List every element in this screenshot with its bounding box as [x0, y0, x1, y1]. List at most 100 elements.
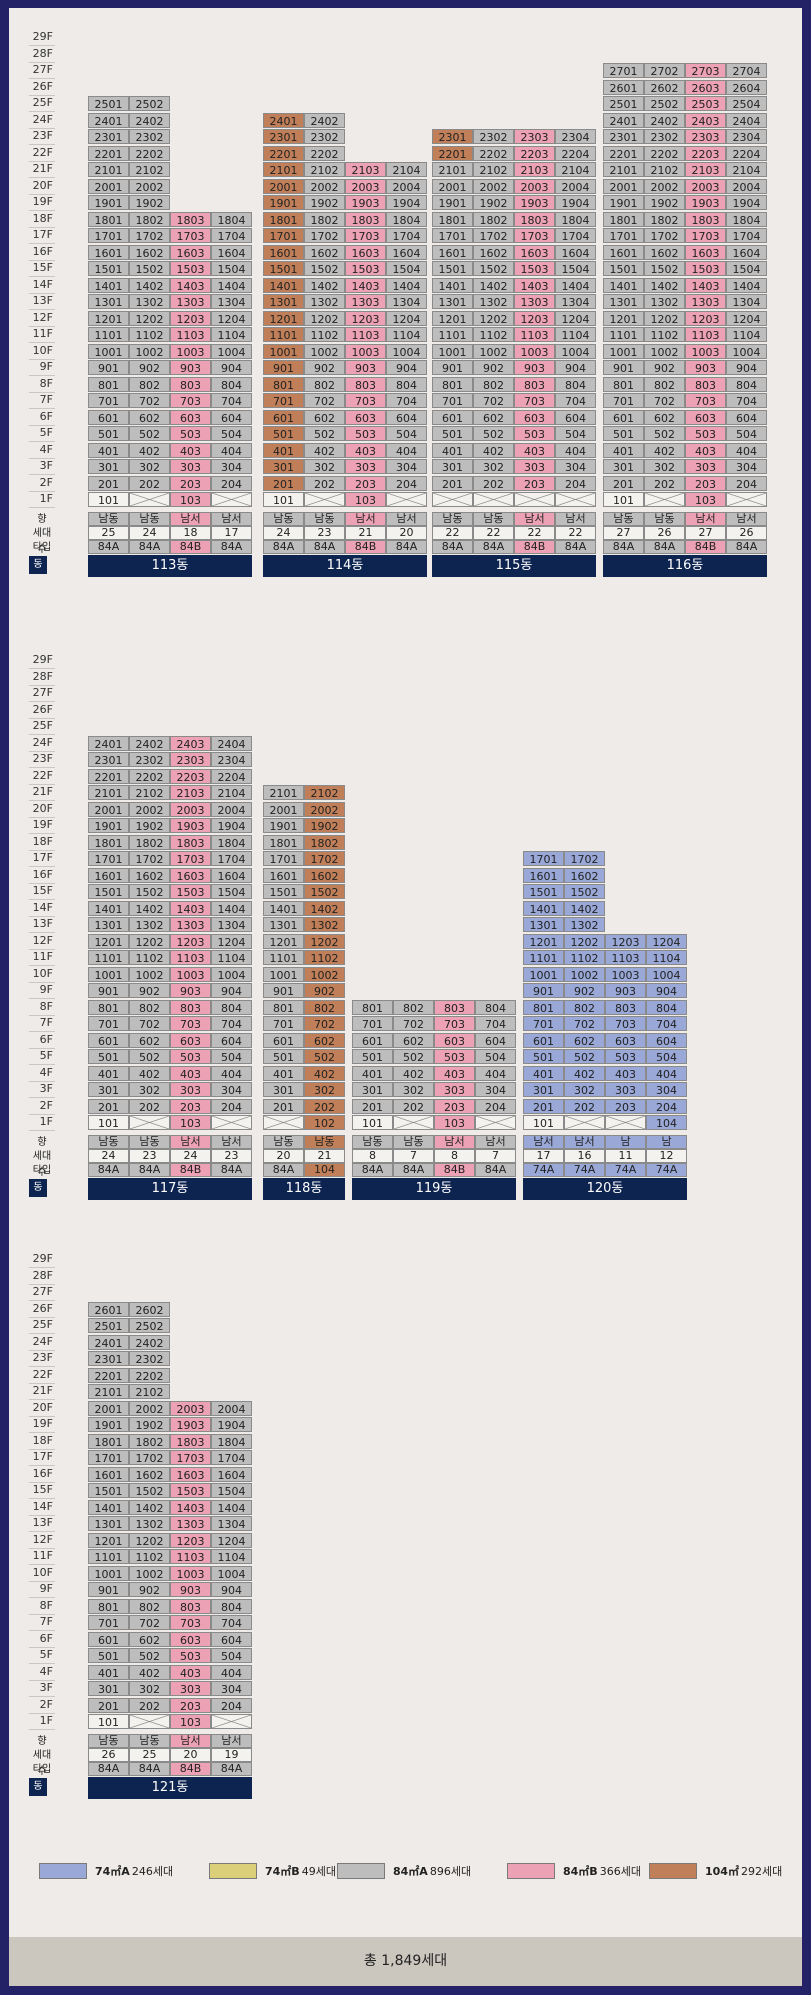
unit-cell[interactable]: 1302: [473, 294, 514, 309]
unit-cell[interactable]: 2303: [685, 129, 726, 144]
unit-cell[interactable]: 902: [564, 983, 605, 998]
unit-cell[interactable]: 2001: [88, 1400, 129, 1416]
unit-cell[interactable]: 604: [555, 409, 596, 425]
unit-cell[interactable]: 404: [211, 442, 252, 458]
unit-cell[interactable]: 1201: [88, 1532, 129, 1548]
unit-cell[interactable]: 2201: [88, 145, 129, 161]
unit-cell[interactable]: 1503: [170, 884, 211, 899]
unit-cell[interactable]: 601: [263, 409, 304, 425]
unit-cell[interactable]: 1603: [170, 244, 211, 260]
unit-cell[interactable]: 103: [170, 492, 211, 507]
unit-cell[interactable]: 703: [514, 393, 555, 408]
unit-cell[interactable]: 102: [304, 1115, 345, 1130]
unit-cell[interactable]: 1003: [170, 966, 211, 982]
unit-cell[interactable]: 401: [603, 442, 644, 458]
unit-cell[interactable]: 1601: [603, 244, 644, 260]
unit-cell[interactable]: 1001: [263, 343, 304, 359]
unit-cell[interactable]: 604: [726, 409, 767, 425]
unit-cell[interactable]: 1903: [685, 195, 726, 210]
unit-cell[interactable]: 204: [475, 1098, 516, 1114]
unit-cell[interactable]: 801: [88, 376, 129, 392]
unit-cell[interactable]: 2202: [129, 768, 170, 784]
unit-cell[interactable]: 1602: [129, 244, 170, 260]
unit-cell[interactable]: 1902: [473, 195, 514, 210]
unit-cell[interactable]: 1703: [345, 228, 386, 243]
unit-cell[interactable]: 702: [473, 393, 514, 408]
unit-cell[interactable]: 903: [170, 1582, 211, 1597]
unit-cell[interactable]: 604: [211, 409, 252, 425]
unit-cell[interactable]: 1804: [211, 211, 252, 227]
unit-cell[interactable]: 1903: [170, 818, 211, 833]
unit-cell[interactable]: 702: [304, 393, 345, 408]
unit-cell[interactable]: 702: [129, 393, 170, 408]
unit-cell[interactable]: 901: [263, 360, 304, 375]
unit-cell[interactable]: 1002: [129, 1565, 170, 1581]
unit-cell[interactable]: 1401: [432, 277, 473, 293]
unit-cell[interactable]: 203: [605, 1098, 646, 1114]
unit-cell[interactable]: 502: [129, 1049, 170, 1064]
unit-cell[interactable]: 904: [211, 1582, 252, 1597]
unit-cell[interactable]: 1603: [514, 244, 555, 260]
unit-cell[interactable]: 1804: [555, 211, 596, 227]
unit-cell[interactable]: 204: [211, 1098, 252, 1114]
unit-cell[interactable]: 2402: [644, 112, 685, 128]
unit-cell[interactable]: 1102: [644, 327, 685, 342]
unit-cell[interactable]: 2404: [726, 112, 767, 128]
unit-cell[interactable]: 1902: [304, 818, 345, 833]
unit-cell[interactable]: 603: [170, 1032, 211, 1048]
unit-cell[interactable]: 1901: [263, 818, 304, 833]
unit-cell[interactable]: 1302: [129, 917, 170, 932]
unit-cell[interactable]: 803: [514, 376, 555, 392]
unit-cell[interactable]: 701: [88, 1615, 129, 1630]
unit-cell[interactable]: 1002: [129, 343, 170, 359]
unit-cell[interactable]: 602: [564, 1032, 605, 1048]
unit-cell[interactable]: 502: [644, 426, 685, 441]
unit-cell[interactable]: 202: [304, 1098, 345, 1114]
unit-cell[interactable]: 1002: [644, 343, 685, 359]
unit-cell[interactable]: 1502: [473, 261, 514, 276]
unit-cell[interactable]: 1102: [304, 327, 345, 342]
unit-cell[interactable]: 1404: [386, 277, 427, 293]
unit-cell[interactable]: 401: [352, 1065, 393, 1081]
unit-cell[interactable]: 804: [646, 999, 687, 1015]
unit-cell[interactable]: 504: [646, 1049, 687, 1064]
unit-cell[interactable]: 301: [263, 1082, 304, 1097]
unit-cell[interactable]: 2701: [603, 63, 644, 78]
unit-cell[interactable]: 1402: [644, 277, 685, 293]
unit-cell[interactable]: 1504: [386, 261, 427, 276]
unit-cell[interactable]: 701: [263, 393, 304, 408]
unit-cell[interactable]: 503: [170, 1049, 211, 1064]
unit-cell[interactable]: 1403: [514, 277, 555, 293]
unit-cell[interactable]: 902: [644, 360, 685, 375]
unit-cell[interactable]: 802: [129, 1598, 170, 1614]
unit-cell[interactable]: 2401: [88, 1334, 129, 1350]
unit-cell[interactable]: 2103: [514, 162, 555, 177]
unit-cell[interactable]: 504: [555, 426, 596, 441]
unit-cell[interactable]: 1101: [88, 950, 129, 965]
unit-cell[interactable]: 2103: [170, 785, 211, 800]
unit-cell[interactable]: 1404: [211, 277, 252, 293]
unit-cell[interactable]: 1802: [129, 834, 170, 850]
unit-cell[interactable]: 204: [555, 475, 596, 491]
unit-cell[interactable]: 1103: [170, 950, 211, 965]
unit-cell[interactable]: 1601: [432, 244, 473, 260]
unit-cell[interactable]: 2402: [129, 112, 170, 128]
unit-cell[interactable]: 1904: [211, 1417, 252, 1432]
unit-cell[interactable]: 2002: [304, 801, 345, 817]
unit-cell[interactable]: 403: [434, 1065, 475, 1081]
unit-cell[interactable]: 2103: [685, 162, 726, 177]
unit-cell[interactable]: 904: [386, 360, 427, 375]
unit-cell[interactable]: 1001: [88, 966, 129, 982]
unit-cell[interactable]: 1904: [726, 195, 767, 210]
unit-cell[interactable]: 2102: [129, 1384, 170, 1399]
unit-cell[interactable]: 204: [726, 475, 767, 491]
unit-cell[interactable]: 1903: [345, 195, 386, 210]
unit-cell[interactable]: 2202: [129, 145, 170, 161]
unit-cell[interactable]: 1503: [514, 261, 555, 276]
unit-cell[interactable]: 2204: [211, 768, 252, 784]
unit-cell[interactable]: 904: [211, 983, 252, 998]
unit-cell[interactable]: 2302: [304, 129, 345, 144]
unit-cell[interactable]: 701: [432, 393, 473, 408]
unit-cell[interactable]: 101: [88, 492, 129, 507]
unit-cell[interactable]: 2001: [432, 178, 473, 194]
